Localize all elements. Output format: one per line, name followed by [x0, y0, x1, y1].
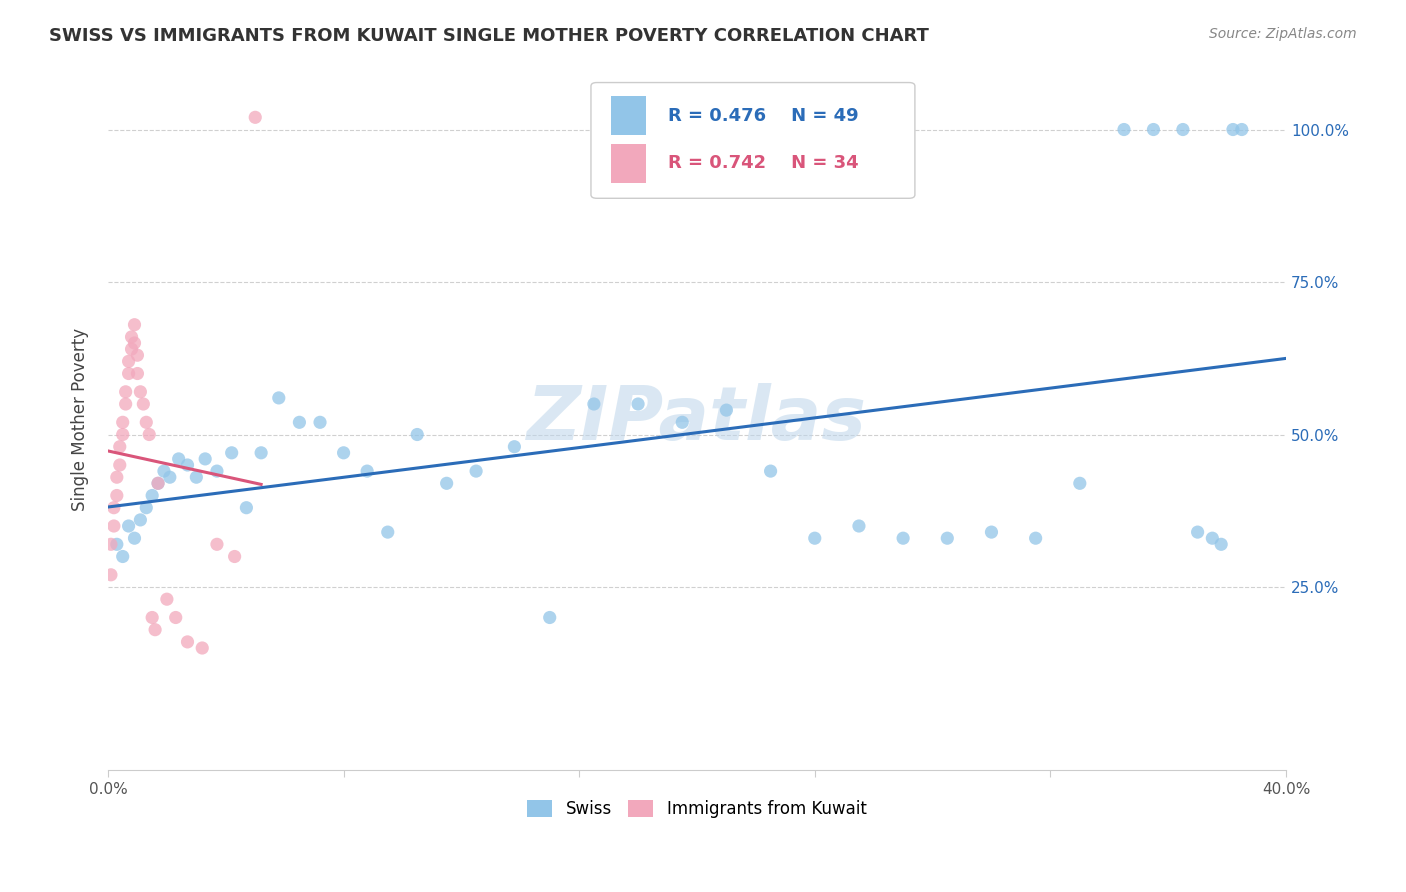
Point [114, 397, 136, 411]
Point [191, 640, 214, 655]
Point [129, 384, 152, 399]
Point [1112, 122, 1135, 136]
Point [127, 367, 149, 381]
Point [503, 440, 526, 454]
Point [980, 525, 1002, 540]
Point [100, 567, 122, 582]
Point [108, 440, 131, 454]
Point [235, 500, 257, 515]
Point [143, 623, 166, 637]
Point [288, 415, 311, 429]
Point [135, 415, 157, 429]
Point [138, 427, 160, 442]
Point [103, 519, 125, 533]
Text: R = 0.476    N = 49: R = 0.476 N = 49 [668, 106, 858, 125]
Point [129, 513, 152, 527]
Point [124, 318, 146, 332]
Point [121, 330, 143, 344]
Point [332, 446, 354, 460]
Point [105, 470, 128, 484]
Point [111, 415, 134, 429]
Point [146, 476, 169, 491]
Point [141, 610, 163, 624]
Point [111, 427, 134, 442]
Point [167, 451, 190, 466]
Point [124, 531, 146, 545]
Point [250, 446, 273, 460]
Point [176, 458, 198, 472]
Point [377, 525, 399, 540]
Point [111, 549, 134, 564]
Point [1025, 531, 1047, 545]
Point [127, 348, 149, 362]
Point [309, 415, 332, 429]
Point [1187, 525, 1209, 540]
Point [153, 464, 176, 478]
Point [156, 592, 179, 607]
Point [146, 476, 169, 491]
Point [221, 446, 243, 460]
Text: SWISS VS IMMIGRANTS FROM KUWAIT SINGLE MOTHER POVERTY CORRELATION CHART: SWISS VS IMMIGRANTS FROM KUWAIT SINGLE M… [49, 27, 929, 45]
Point [1171, 122, 1194, 136]
Point [224, 549, 246, 564]
Point [671, 415, 693, 429]
Legend: Swiss, Immigrants from Kuwait: Swiss, Immigrants from Kuwait [520, 793, 873, 825]
Point [114, 384, 136, 399]
Point [1230, 122, 1253, 136]
FancyBboxPatch shape [612, 96, 647, 135]
Point [803, 531, 825, 545]
Point [205, 537, 228, 551]
Point [716, 403, 738, 417]
Point [205, 464, 228, 478]
Point [159, 470, 181, 484]
Point [245, 111, 267, 125]
Text: R = 0.742    N = 34: R = 0.742 N = 34 [668, 154, 858, 172]
Point [1069, 476, 1091, 491]
FancyBboxPatch shape [612, 144, 647, 183]
Point [124, 336, 146, 351]
Point [186, 470, 208, 484]
Point [465, 464, 488, 478]
Point [1211, 537, 1233, 551]
Y-axis label: Single Mother Poverty: Single Mother Poverty [72, 327, 89, 511]
Point [132, 397, 155, 411]
Point [117, 519, 139, 533]
Point [121, 342, 143, 356]
Point [1201, 531, 1223, 545]
Point [176, 635, 198, 649]
Point [1222, 122, 1244, 136]
Point [165, 610, 187, 624]
Point [356, 464, 378, 478]
Point [538, 610, 561, 624]
Point [891, 531, 914, 545]
Point [436, 476, 458, 491]
Text: ZIPatlas: ZIPatlas [527, 383, 868, 456]
Point [141, 489, 163, 503]
Point [105, 489, 128, 503]
Point [627, 397, 650, 411]
Point [759, 464, 782, 478]
Point [103, 500, 125, 515]
Point [936, 531, 959, 545]
FancyBboxPatch shape [591, 83, 915, 198]
Point [1142, 122, 1164, 136]
Point [117, 367, 139, 381]
Point [117, 354, 139, 368]
Text: Source: ZipAtlas.com: Source: ZipAtlas.com [1209, 27, 1357, 41]
Point [406, 427, 429, 442]
Point [848, 519, 870, 533]
Point [100, 537, 122, 551]
Point [105, 537, 128, 551]
Point [194, 451, 217, 466]
Point [582, 397, 605, 411]
Point [108, 458, 131, 472]
Point [135, 500, 157, 515]
Point [267, 391, 290, 405]
